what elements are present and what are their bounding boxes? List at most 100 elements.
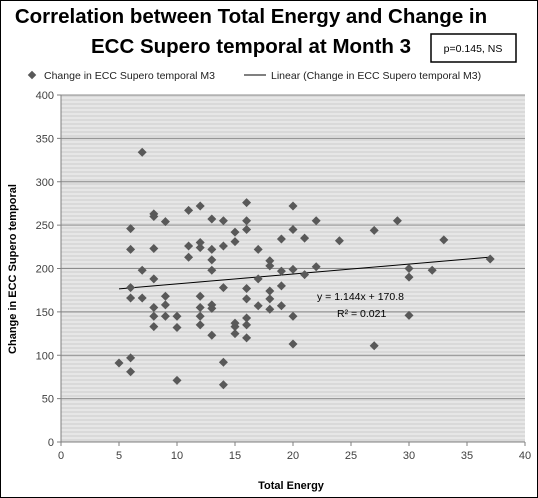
data-point — [265, 294, 275, 304]
y-tick-label: 50 — [42, 394, 54, 406]
data-point — [276, 266, 286, 276]
data-point — [276, 301, 286, 311]
x-tick-labels: 0 5 10 15 20 25 30 35 40 — [58, 450, 531, 462]
data-point — [288, 339, 298, 349]
data-point — [242, 313, 252, 323]
y-tick-label: 400 — [36, 90, 54, 102]
data-point — [207, 214, 217, 224]
data-point — [195, 311, 205, 321]
plot-area-hatching — [61, 97, 525, 439]
legend-label-series: Change in ECC Supero temporal M3 — [44, 70, 215, 82]
data-point — [207, 244, 217, 254]
data-point — [300, 270, 310, 280]
data-point — [242, 320, 252, 330]
data-point — [137, 265, 147, 275]
data-point — [404, 310, 414, 320]
data-point — [369, 341, 379, 351]
data-point — [253, 301, 263, 311]
x-tick-label: 20 — [287, 450, 299, 462]
data-point — [149, 322, 159, 332]
data-point — [253, 274, 263, 284]
data-point — [334, 236, 344, 246]
legend-label-linear: Linear (Change in ECC Supero temporal M3… — [271, 70, 481, 82]
data-point — [253, 244, 263, 254]
y-tick-label: 100 — [36, 350, 54, 362]
data-point — [218, 357, 228, 367]
trendline-r-squared: R² = 0.021 — [337, 308, 386, 320]
data-point — [137, 147, 147, 157]
x-tick-label: 10 — [171, 450, 183, 462]
y-tick-labels: 0 50 100 150 200 250 300 350 400 — [36, 90, 54, 449]
data-point — [149, 303, 159, 313]
data-point — [195, 237, 205, 247]
data-point — [242, 294, 252, 304]
data-point — [114, 358, 124, 368]
data-point — [195, 243, 205, 253]
data-point — [230, 329, 240, 339]
data-point — [276, 281, 286, 291]
data-point — [184, 252, 194, 262]
data-point — [207, 255, 217, 265]
data-point — [404, 264, 414, 273]
data-point — [242, 224, 252, 234]
x-tick-label: 35 — [461, 450, 473, 462]
data-point — [218, 241, 228, 251]
data-point — [195, 291, 205, 301]
data-point — [207, 303, 217, 313]
data-point — [126, 244, 136, 254]
data-point — [265, 286, 275, 296]
data-point — [242, 216, 252, 226]
x-tick-label: 5 — [116, 450, 122, 462]
data-point — [126, 367, 136, 377]
x-tick-label: 0 — [58, 450, 64, 462]
data-point — [160, 217, 170, 227]
data-point — [149, 274, 159, 284]
x-tick-label: 30 — [403, 450, 415, 462]
data-point — [184, 205, 194, 215]
y-axis-label: Change in ECC Supero temporal — [7, 184, 19, 354]
x-tick-label: 40 — [519, 450, 531, 462]
data-point — [404, 272, 414, 282]
x-tick-label: 25 — [345, 450, 357, 462]
data-point — [439, 235, 449, 245]
data-point — [242, 283, 252, 293]
data-point — [195, 320, 205, 330]
data-point — [160, 291, 170, 301]
y-tick-label: 150 — [36, 307, 54, 319]
data-point — [126, 293, 136, 303]
data-point — [172, 375, 182, 385]
data-point — [427, 265, 437, 275]
y-tick-label: 300 — [36, 177, 54, 189]
data-point — [276, 234, 286, 244]
data-point — [230, 237, 240, 247]
data-point — [160, 300, 170, 310]
data-point — [265, 261, 275, 271]
annotation-box — [430, 33, 517, 63]
data-point — [311, 262, 321, 272]
data-point — [195, 303, 205, 313]
data-point — [300, 233, 310, 243]
data-point — [207, 330, 217, 340]
data-point — [184, 241, 194, 251]
data-point — [160, 311, 170, 321]
data-point — [265, 256, 275, 266]
chart-title-line-1: Correlation between Total Energy and Cha… — [15, 5, 487, 28]
data-point — [207, 265, 217, 275]
y-tick-label: 350 — [36, 133, 54, 145]
data-point — [369, 225, 379, 235]
data-point — [265, 304, 275, 314]
data-point — [126, 224, 136, 234]
data-point — [218, 380, 228, 390]
trendline-equation: y = 1.144x + 170.8 — [317, 291, 404, 303]
data-point — [230, 227, 240, 237]
data-point — [392, 216, 402, 226]
data-point — [242, 333, 252, 343]
x-tick-label: 15 — [229, 450, 241, 462]
y-tick-label: 250 — [36, 220, 54, 232]
data-point — [172, 311, 182, 321]
data-point — [126, 283, 136, 293]
data-point — [149, 211, 159, 221]
data-point — [288, 311, 298, 321]
data-point — [288, 264, 298, 274]
